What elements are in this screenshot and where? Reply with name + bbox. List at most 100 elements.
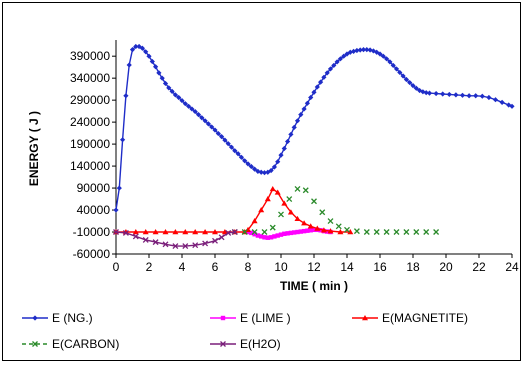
data-point [278,152,284,158]
axes [115,40,512,255]
data-point [363,229,370,235]
data-point [423,90,429,96]
data-point [433,90,439,97]
data-point [397,69,403,76]
data-point [298,229,303,234]
data-point [255,233,261,238]
data-point [268,167,274,174]
data-point [235,151,241,157]
y-tick-label: 190000 [70,137,110,151]
data-point [479,93,485,99]
data-point [268,235,274,240]
legend-label: E(MAGNETITE) [382,311,468,325]
data-point [298,112,304,118]
data-point [261,229,268,235]
series-line [115,45,513,211]
data-point [169,88,175,94]
data-point [176,94,182,101]
data-point [202,118,208,124]
data-point [486,94,492,101]
data-point [182,243,189,250]
data-point [259,234,264,239]
data-point [228,144,235,150]
data-point [287,209,294,215]
data-point [261,170,268,176]
data-point [231,229,238,235]
data-point [410,83,416,89]
data-point [393,66,400,72]
data-point [367,47,373,53]
data-point [413,229,420,235]
data-point [245,161,251,167]
data-point [220,341,226,347]
y-tick-label: 340000 [70,71,110,85]
data-point [318,228,323,233]
data-point [294,185,301,192]
data-point [292,230,297,235]
data-point [265,235,270,240]
y-tick-label: 140000 [70,159,110,173]
data-point [337,56,343,62]
data-point [319,209,326,216]
data-point [126,62,132,68]
x-tick-label: 8 [245,260,252,274]
x-tick-label: 14 [340,260,354,274]
data-point [192,229,199,235]
data-point [314,84,320,90]
legend-item-2: E (LIME ) [210,311,291,325]
data-point [122,229,129,236]
data-point [162,80,169,87]
data-point [433,229,440,235]
data-point [417,87,423,94]
data-point [139,45,145,51]
x-tick-label: 10 [274,260,288,274]
data-point [453,92,459,98]
data-point [334,59,340,65]
x-tick-label: 12 [307,260,321,274]
chart-frame [2,2,521,361]
data-point [113,207,119,213]
series-layer [113,43,515,250]
data-point [344,226,350,233]
data-point [242,158,248,164]
data-point [357,47,363,53]
data-point [179,97,185,104]
data-point [212,127,218,133]
data-point [189,106,195,112]
data-point [222,137,228,143]
data-point [370,48,376,54]
data-point [473,93,479,99]
data-point [225,141,231,147]
data-point [420,89,426,95]
data-point [156,70,162,76]
data-point [241,229,248,235]
data-point [295,229,300,235]
data-point [252,232,257,237]
data-point [314,225,321,231]
data-point [307,223,314,229]
data-point [152,239,159,246]
data-point [258,169,264,175]
data-point [509,103,515,109]
data-point [269,224,276,231]
data-point [225,229,232,236]
data-point [199,115,205,121]
data-point [272,234,277,239]
series-4 [231,185,440,235]
data-point [413,85,419,91]
data-point [142,236,149,243]
data-point [423,229,430,235]
data-point [212,229,218,235]
data-point [347,229,354,235]
data-point [282,231,287,236]
data-point [255,168,261,174]
data-point [220,315,226,321]
data-point [248,163,254,170]
data-point [265,169,271,175]
data-point [294,215,301,222]
data-point [327,228,334,234]
data-point [318,79,324,85]
data-point [347,49,353,55]
data-point [186,103,192,109]
data-point [407,79,413,86]
